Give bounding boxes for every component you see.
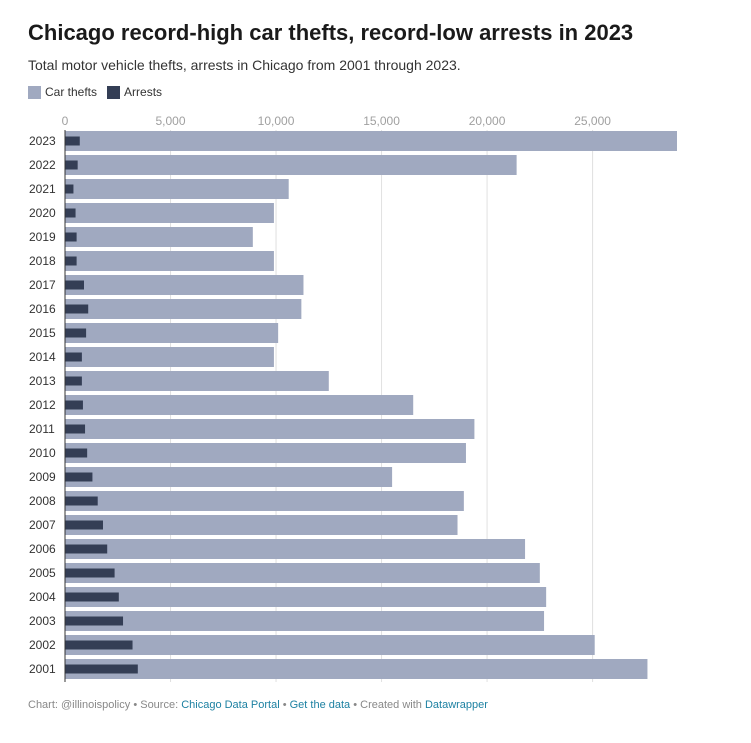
bar-arrests: [65, 232, 77, 242]
footer-separator-tool: • Created with: [350, 699, 425, 711]
bar-car-thefts: [65, 395, 414, 415]
bar-chart: 0 5,000 10,000 15,000 20,000 25,000 2023 2022 20…: [29, 114, 677, 682]
bar-arrests: [65, 136, 80, 146]
bar-arrests: [65, 400, 83, 410]
bar-arrests: [65, 160, 78, 170]
bar-arrests: [65, 184, 74, 194]
bar-car-thefts: [65, 203, 274, 223]
y-category-label: 2003: [29, 614, 56, 628]
bar-car-thefts: [65, 155, 517, 175]
bar-car-thefts: [65, 347, 274, 367]
bar-car-thefts: [65, 275, 304, 295]
bar-arrests: [65, 520, 103, 530]
legend-label-car-thefts: Car thefts: [45, 85, 98, 99]
bar-arrests: [65, 304, 89, 314]
bar-car-thefts: [65, 371, 329, 391]
source-link[interactable]: Chicago Data Portal: [181, 699, 280, 711]
legend-swatch-arrests: [107, 85, 121, 99]
y-category-label: 2005: [29, 566, 56, 580]
bar-car-thefts: [65, 227, 253, 247]
bar-arrests: [65, 592, 119, 602]
footer-separator-data: •: [279, 699, 290, 711]
y-category-label: 2006: [29, 542, 56, 556]
legend-label-arrests: Arrests: [124, 85, 163, 99]
bar-car-thefts: [65, 491, 464, 511]
legend-swatch-car-thefts: [28, 85, 41, 99]
y-category-label: 2013: [29, 374, 56, 388]
footer: Chart: @illinoispolicy • Source: Chicago…: [28, 699, 488, 711]
bar-car-thefts: [65, 251, 274, 271]
bar-car-thefts: [65, 539, 526, 559]
legend-item-arrests: Arrests: [107, 85, 162, 99]
bar-car-thefts: [65, 323, 279, 343]
y-category-label: 2008: [29, 494, 56, 508]
y-category-label: 2022: [29, 158, 56, 172]
chart-subtitle: Total motor vehicle thefts, arrests in C…: [28, 57, 461, 73]
x-tick-label: 20,000: [469, 114, 506, 128]
bar-car-thefts: [65, 467, 393, 487]
bar-arrests: [65, 256, 77, 266]
chart-title: Chicago record-high car thefts, record-l…: [28, 20, 634, 45]
bar-car-thefts: [65, 443, 466, 463]
datawrapper-link[interactable]: Datawrapper: [424, 699, 488, 711]
bar-arrests: [65, 616, 124, 626]
y-category-label: 2023: [29, 134, 56, 148]
bar-car-thefts: [65, 515, 458, 535]
y-category-label: 2007: [29, 518, 56, 532]
bar-arrests: [65, 640, 133, 650]
bar-arrests: [65, 424, 86, 434]
bar-car-thefts: [65, 611, 545, 631]
y-category-label: 2021: [29, 182, 56, 196]
y-category-label: 2011: [29, 422, 55, 436]
x-tick-label: 25,000: [574, 114, 611, 128]
bar-arrests: [65, 664, 138, 674]
y-category-label: 2017: [29, 278, 56, 292]
bar-car-thefts: [65, 659, 648, 679]
bar-arrests: [65, 208, 76, 218]
bar-arrests: [65, 496, 98, 506]
y-category-label: 2019: [29, 230, 56, 244]
bar-arrests: [65, 568, 115, 578]
bar-car-thefts: [65, 587, 547, 607]
bar-arrests: [65, 280, 84, 290]
y-category-label: 2016: [29, 302, 56, 316]
bar-car-thefts: [65, 563, 540, 583]
bar-car-thefts: [65, 131, 677, 151]
bar-arrests: [65, 352, 82, 362]
bar-arrests: [65, 328, 87, 338]
y-category-label: 2009: [29, 470, 56, 484]
bar-arrests: [65, 472, 93, 482]
bar-car-thefts: [65, 179, 289, 199]
bar-arrests: [65, 376, 82, 386]
bar-car-thefts: [65, 299, 302, 319]
y-category-label: 2020: [29, 206, 56, 220]
bar-arrests: [65, 544, 108, 554]
y-category-label: 2002: [29, 638, 56, 652]
get-the-data-link[interactable]: Get the data: [289, 699, 351, 711]
y-category-label: 2010: [29, 446, 56, 460]
bar-car-thefts: [65, 635, 595, 655]
legend: Car thefts Arrests: [28, 84, 172, 100]
x-tick-label: 0: [62, 114, 69, 128]
y-category-label: 2012: [29, 398, 56, 412]
x-tick-label: 5,000: [156, 114, 186, 128]
legend-item-car-thefts: Car thefts: [28, 85, 97, 99]
bar-car-thefts: [65, 419, 475, 439]
bar-arrests: [65, 448, 88, 458]
footer-credit: Chart: @illinoispolicy: [28, 699, 131, 711]
footer-separator-source: • Source:: [130, 699, 182, 711]
y-category-label: 2004: [29, 590, 56, 604]
y-category-label: 2018: [29, 254, 56, 268]
y-category-label: 2001: [29, 662, 56, 676]
y-category-label: 2014: [29, 350, 56, 364]
y-category-label: 2015: [29, 326, 56, 340]
x-tick-label: 15,000: [363, 114, 400, 128]
x-tick-label: 10,000: [258, 114, 295, 128]
